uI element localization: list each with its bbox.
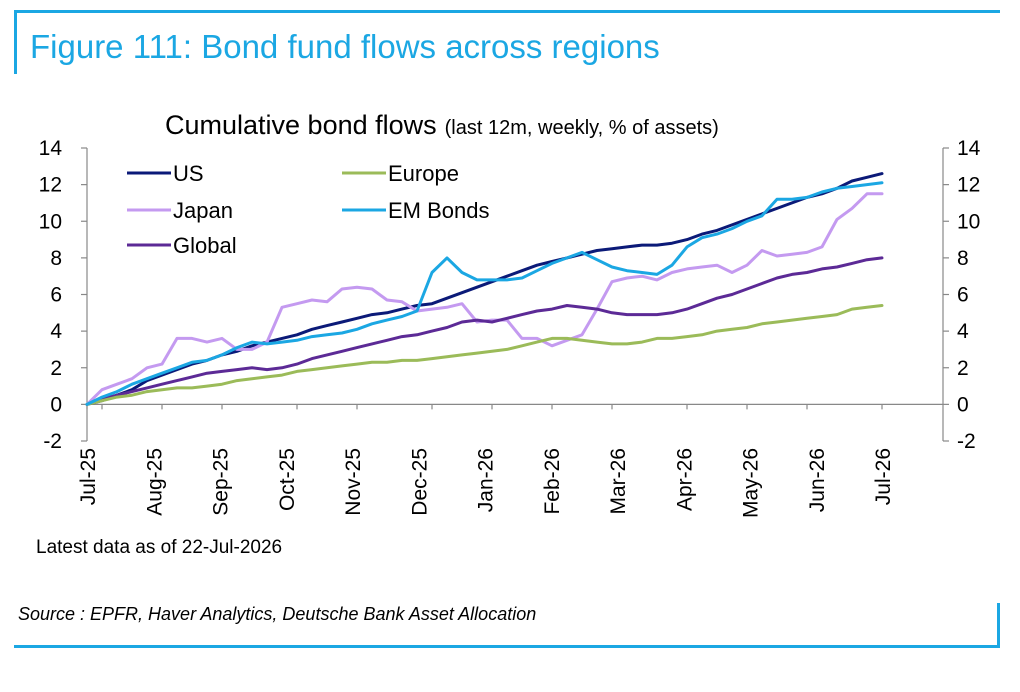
x-tick-label: Mar-26 [607,448,630,515]
chart-title-main: Cumulative bond flows [165,110,437,140]
axes: -2 -2 0 0 2 2 4 4 6 6 8 8 10 10 12 12 14 14 Jul-25 Aug-25 Se… [39,137,981,518]
left-y-tick-label: 8 [50,247,62,270]
frame-left-border [14,10,17,74]
series-line-em-bonds [85,181,884,406]
legend-label-us: US [173,161,204,186]
figure-title: Figure 111: Bond fund flows across regio… [30,28,660,65]
right-y-tick-label: -2 [957,430,976,453]
chart-subtitle: (last 12m, weekly, % of assets) [445,117,719,139]
right-y-tick-label: 14 [957,137,981,160]
left-y-tick-label: 2 [50,357,62,380]
left-y-tick-label: 0 [50,393,62,416]
frame-top-border [14,10,1000,13]
left-y-tick-label: -2 [43,430,62,453]
x-tick-label: Jul-25 [77,448,100,505]
series-lines [85,172,884,406]
chart-title: Cumulative bond flows (last 12m, weekly, … [165,110,719,140]
x-tick-label: Jan-26 [475,448,498,512]
right-y-tick-label: 12 [957,174,980,197]
right-y-tick-label: 10 [957,210,980,233]
right-y-tick-label: 6 [957,284,969,307]
legend-label-europe: Europe [388,161,459,186]
x-tick-label: Nov-25 [342,448,365,516]
x-tick-label: Jun-26 [806,448,829,512]
x-tick-label: Sep-25 [210,448,233,516]
legend-label-japan: Japan [173,198,233,223]
frame-right-border [997,603,1000,647]
x-tick-label: Oct-25 [276,448,299,511]
latest-data-note: Latest data as of 22-Jul-2026 [36,537,283,558]
right-y-tick-label: 2 [957,357,969,380]
legend: US Europe Japan EM Bonds Global [127,161,490,258]
left-y-tick-label: 12 [39,174,62,197]
x-tick-label: Apr-26 [673,448,696,511]
x-tick-label: Feb-26 [541,448,564,515]
right-y-tick-label: 0 [957,393,969,416]
frame-bottom-border [14,645,1000,648]
series-line-global [85,256,884,406]
left-y-tick-label: 10 [39,210,62,233]
x-tick-label: Dec-25 [408,448,431,516]
legend-label-em-bonds: EM Bonds [388,198,490,223]
right-y-tick-label: 4 [957,320,969,343]
series-line-europe [85,304,884,406]
x-tick-label: Jul-26 [872,448,895,505]
x-tick-label: May-26 [740,448,763,518]
left-y-tick-label: 4 [50,320,62,343]
left-y-tick-label: 6 [50,284,62,307]
legend-label-global: Global [173,233,237,258]
right-y-tick-label: 8 [957,247,969,270]
x-tick-label: Aug-25 [143,448,166,516]
source-note: Source : EPFR, Haver Analytics, Deutsche… [18,604,537,624]
left-y-tick-label: 14 [39,137,63,160]
